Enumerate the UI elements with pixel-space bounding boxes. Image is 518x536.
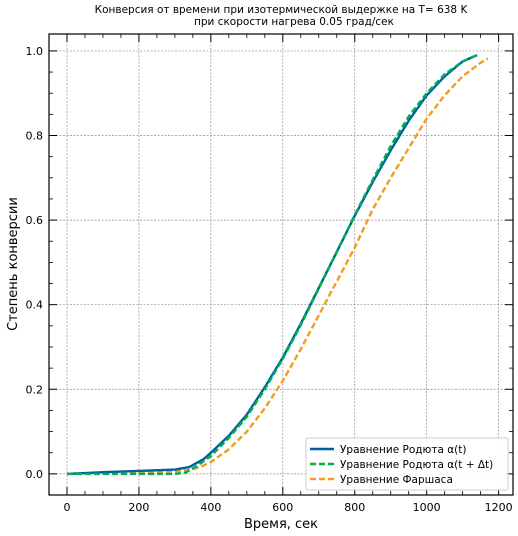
- chart-title: Конверсия от времени при изотермической …: [95, 4, 469, 16]
- plot-frame: [48, 33, 514, 496]
- legend-label-2: Уравнение Фаршаса: [340, 474, 453, 486]
- x-axis-label: Время, сек: [244, 517, 318, 532]
- axis-ticks: 0 200 400 600 800 1000 1200 0.0 0.2 0.4 0.6 0.8 1.0: [26, 34, 513, 514]
- y-tick-label: 0.6: [26, 214, 44, 227]
- y-tick-label: 1.0: [26, 45, 44, 58]
- series-group: [66, 54, 489, 476]
- x-tick-label: 800: [344, 501, 365, 514]
- y-tick-label: 0.4: [26, 299, 44, 312]
- x-tick-label: 600: [272, 501, 293, 514]
- x-tick-label: 1200: [485, 501, 513, 514]
- series-line-0: [66, 54, 478, 476]
- x-tick-label: 400: [200, 501, 221, 514]
- legend-label-0: Уравнение Родюта α(t): [340, 444, 466, 456]
- chart-subtitle: при скорости нагрева 0.05 град/сек: [194, 16, 394, 28]
- grid: [49, 34, 513, 495]
- y-tick-label: 0.2: [26, 383, 44, 396]
- y-tick-label: 0.8: [26, 130, 44, 143]
- y-axis-label: Степень конверсии: [6, 197, 21, 331]
- series-line-1: [67, 54, 478, 476]
- legend: Уравнение Родюта α(t) Уравнение Родюта α(…: [305, 437, 509, 491]
- x-tick-label: 0: [63, 501, 70, 514]
- series-line-2: [66, 57, 489, 476]
- y-tick-label: 0.0: [26, 468, 44, 481]
- legend-box: [305, 437, 509, 491]
- legend-label-1: Уравнение Родюта α(t + Δt): [340, 459, 493, 471]
- x-tick-label: 200: [128, 501, 149, 514]
- x-tick-label: 1000: [413, 501, 441, 514]
